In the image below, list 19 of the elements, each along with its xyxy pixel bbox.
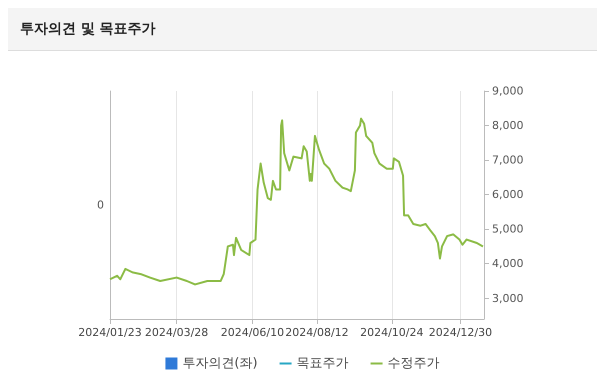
- chart-title: 투자의견 및 목표주가: [8, 8, 597, 51]
- y2-tick-label: 8,000: [492, 119, 524, 132]
- x-tick-label: 2024/08/12: [285, 326, 349, 339]
- y2-tick-label: 4,000: [492, 257, 524, 270]
- y2-tick-label: 9,000: [492, 84, 524, 98]
- y2-tick-label: 3,000: [492, 292, 524, 305]
- x-tick-label: 2024/03/28: [144, 326, 208, 339]
- legend-label: 투자의견(좌): [182, 356, 258, 371]
- line-series: [109, 118, 484, 286]
- y2-tick-label: 5,000: [492, 222, 524, 236]
- x-tick-label: 2024/10/24: [360, 326, 424, 339]
- y2-tick-label: 6,000: [492, 188, 524, 202]
- legend-label: 목표주가: [296, 356, 349, 371]
- legend-label: 수정주가: [388, 356, 440, 371]
- y2-tick-label: 7,000: [492, 154, 524, 167]
- x-tick-label: 2024/06/10: [220, 326, 284, 339]
- x-tick-label: 2024/01/23: [78, 326, 142, 339]
- text: 0: [97, 198, 104, 212]
- x-tick-label: 2024/12/30: [428, 326, 492, 339]
